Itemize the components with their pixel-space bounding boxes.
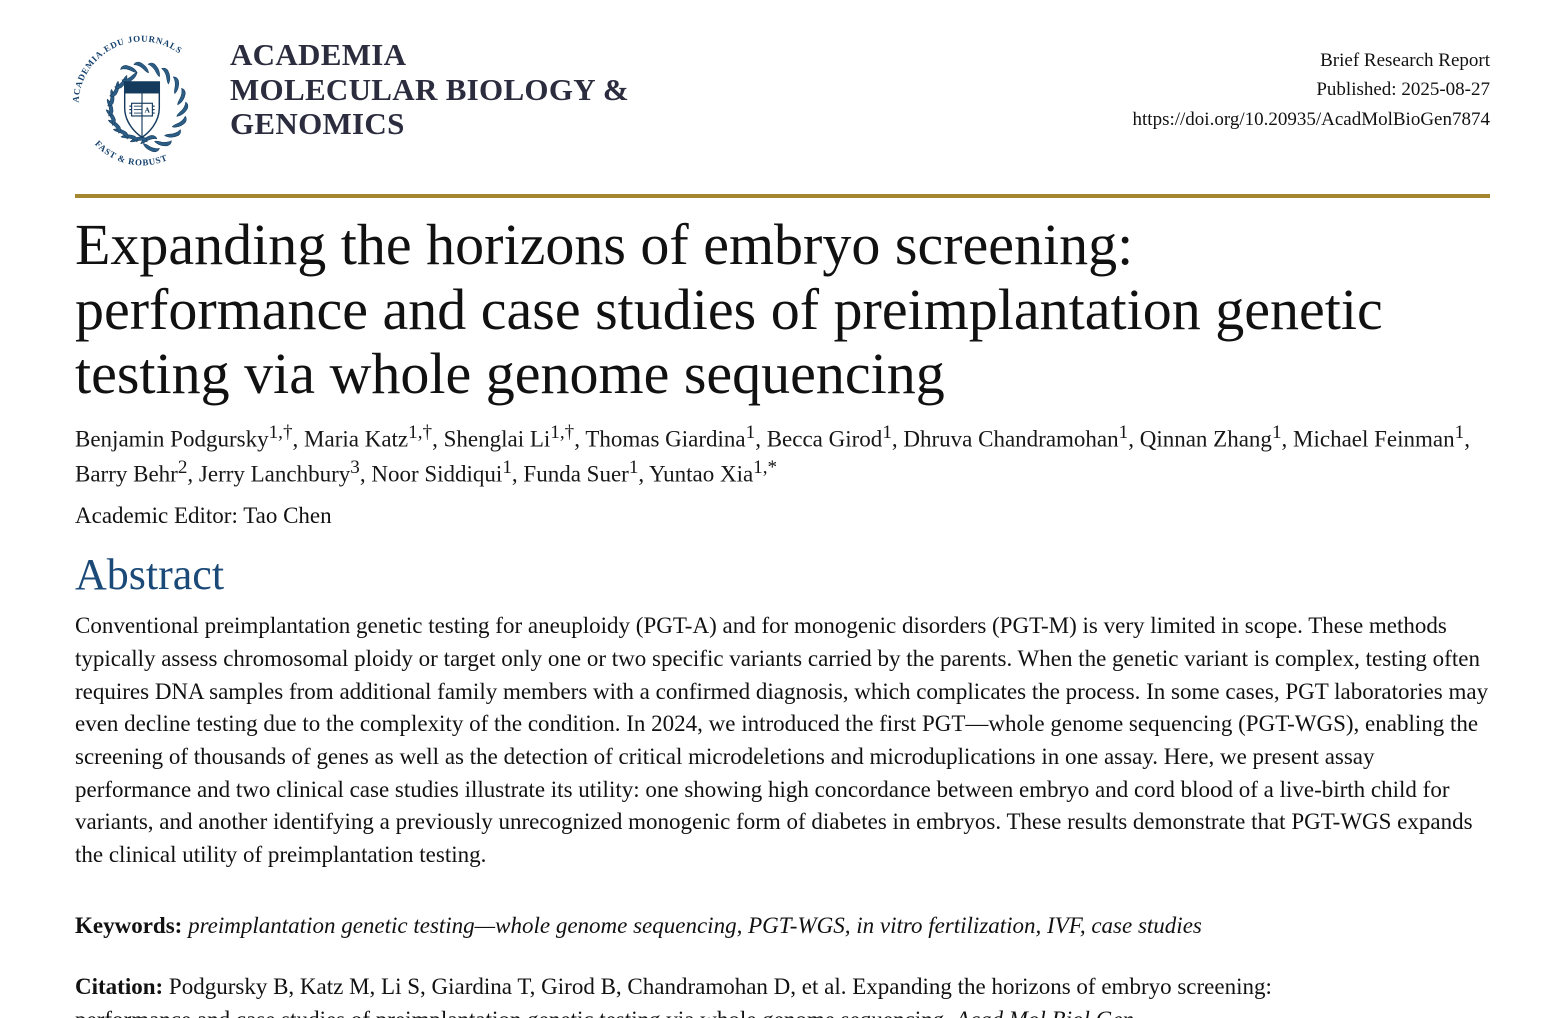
svg-text:A: A bbox=[144, 106, 150, 115]
